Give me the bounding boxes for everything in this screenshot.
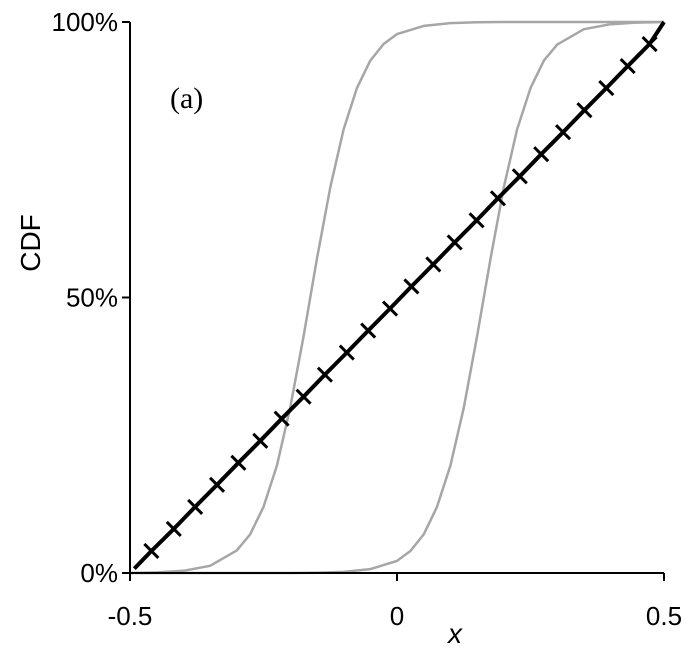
data-point-marker <box>641 35 658 53</box>
cdf-line-gray <box>129 20 664 575</box>
data-point-marker <box>555 124 572 141</box>
y-tick-label: 0% <box>80 558 118 588</box>
x-tick-label: 0 <box>390 601 404 631</box>
data-point-marker <box>165 520 182 537</box>
data-point-marker <box>489 190 506 207</box>
y-tick-label: 100% <box>52 7 119 37</box>
data-point-marker <box>468 212 485 229</box>
data-point-marker <box>360 322 377 339</box>
data-point-marker <box>273 410 290 427</box>
data-point-marker <box>338 344 355 361</box>
data-point-marker <box>381 300 399 317</box>
data-point-marker <box>230 454 247 471</box>
data-point-marker <box>143 542 160 560</box>
y-tick-label: 50% <box>66 283 118 313</box>
data-point-marker <box>208 476 226 493</box>
panel-annotation: (a) <box>170 82 203 115</box>
y-axis-title: CDF <box>15 214 46 272</box>
data-point-marker <box>576 102 593 119</box>
data-point-marker <box>619 58 636 75</box>
data-point-marker <box>295 388 312 405</box>
data-point-marker <box>511 168 528 185</box>
data-point-marker <box>533 146 550 163</box>
x-tick-label: 0.5 <box>646 601 682 631</box>
data-point-marker <box>446 234 463 251</box>
data-point-marker <box>598 80 615 97</box>
data-point-marker <box>252 432 269 449</box>
data-point-marker <box>403 278 420 295</box>
x-tick-label: -0.5 <box>108 601 153 631</box>
tick-marks-group <box>122 21 665 581</box>
x-axis-title: x <box>446 618 463 649</box>
data-point-marker <box>187 498 204 515</box>
plot-series-group <box>129 20 666 575</box>
data-point-marker <box>316 366 333 383</box>
data-point-marker <box>425 256 442 273</box>
